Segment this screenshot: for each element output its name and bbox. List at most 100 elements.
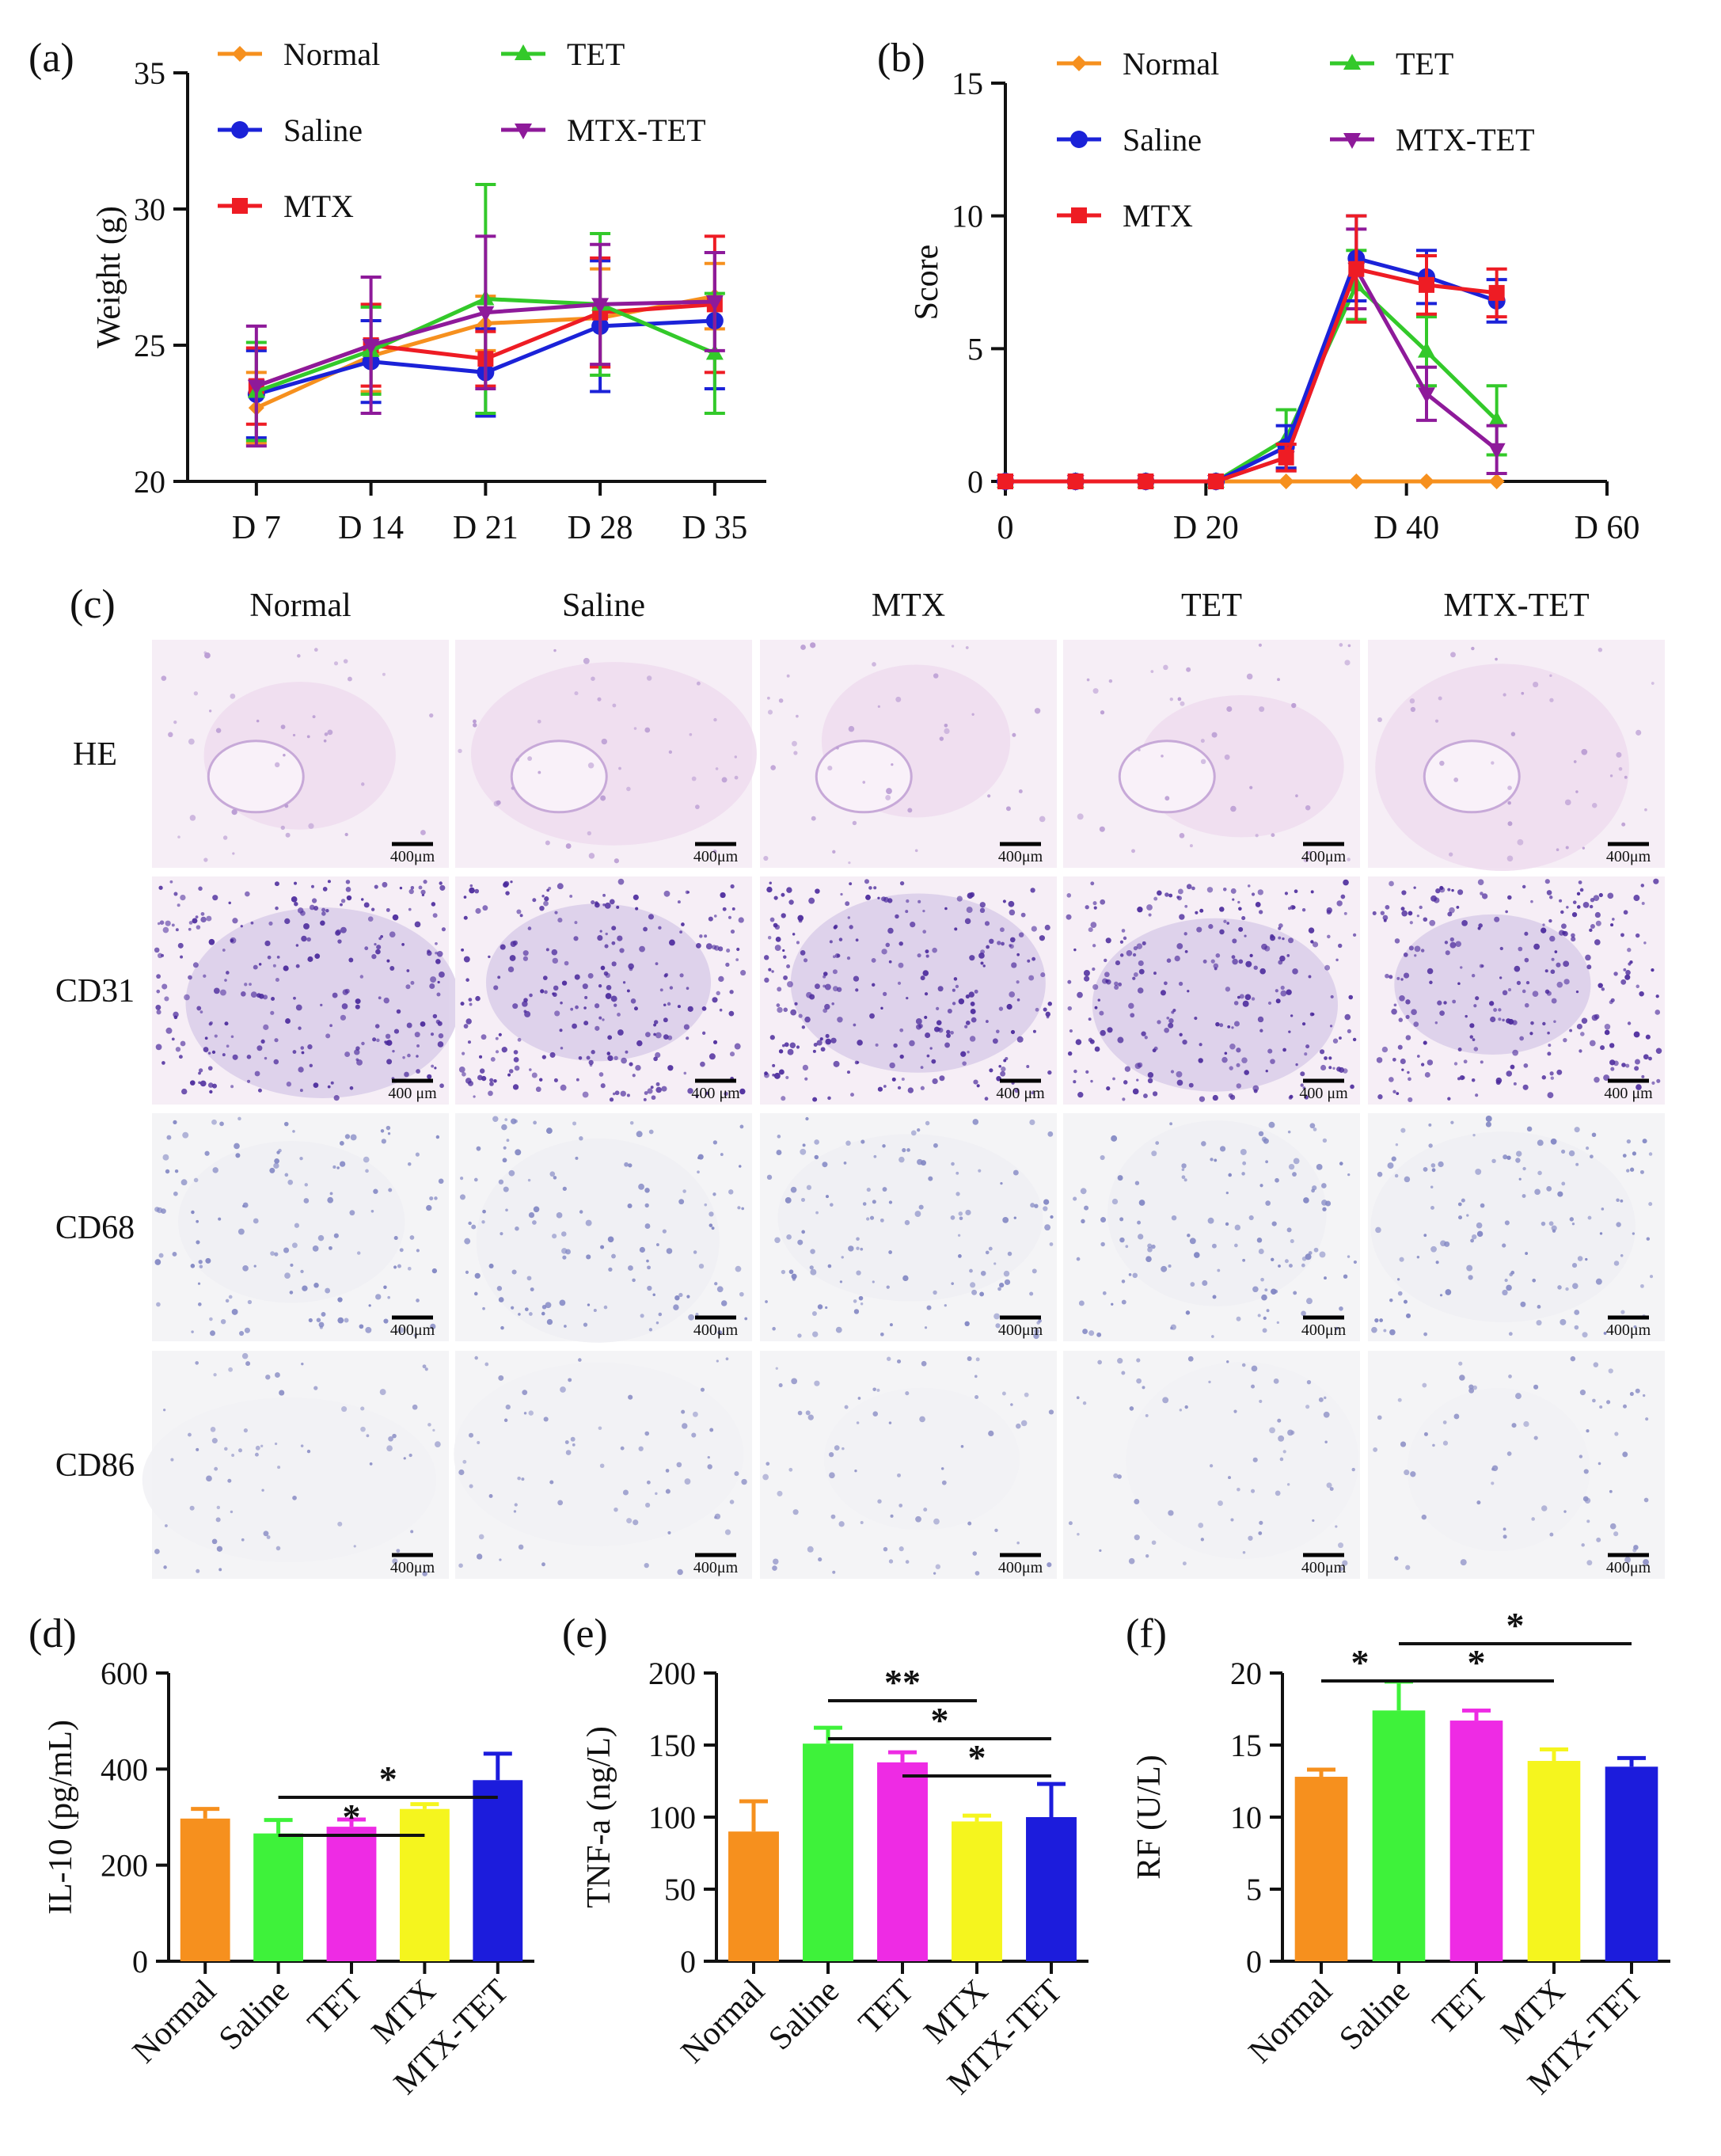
bar-saline (1372, 1710, 1426, 1961)
cell-nucleus (1258, 1249, 1264, 1254)
cell-nucleus (1002, 1216, 1009, 1223)
cell-nucleus (1593, 1362, 1599, 1367)
marker-mtx (1278, 449, 1294, 466)
cell-nucleus (1274, 1289, 1278, 1294)
cell-nucleus (888, 960, 892, 964)
cell-nucleus (1123, 1080, 1128, 1085)
cell-nucleus (493, 985, 499, 991)
cell-nucleus (154, 1549, 160, 1554)
cell-nucleus (1176, 1070, 1183, 1078)
cell-nucleus (560, 1001, 563, 1005)
cell-nucleus (638, 1183, 644, 1190)
cell-nucleus (1179, 914, 1185, 920)
cell-nucleus (917, 953, 921, 958)
cell-nucleus (1138, 748, 1141, 752)
cell-nucleus (1523, 1063, 1529, 1068)
cell-nucleus (207, 1082, 214, 1088)
cell-nucleus (897, 1473, 901, 1477)
cell-nucleus (1018, 932, 1024, 937)
cell-nucleus (1132, 953, 1137, 957)
cell-nucleus (853, 975, 860, 982)
cell-nucleus (1228, 1173, 1233, 1177)
cell-nucleus (1644, 808, 1647, 812)
histology-image: 400μm (1368, 1113, 1665, 1341)
cell-nucleus (783, 1007, 788, 1013)
cell-nucleus (860, 1139, 865, 1144)
cell-nucleus (549, 1171, 556, 1177)
cell-nucleus (1229, 1043, 1236, 1050)
cell-nucleus (1393, 1003, 1397, 1007)
cell-nucleus (1169, 1122, 1173, 1126)
cell-nucleus (857, 1040, 863, 1046)
cell-nucleus (872, 983, 876, 987)
cell-nucleus (1009, 944, 1014, 949)
cell-nucleus (1040, 972, 1046, 978)
cell-nucleus (502, 1158, 507, 1163)
cell-nucleus (1245, 960, 1252, 968)
cell-nucleus (629, 1062, 633, 1067)
cell-nucleus (583, 1006, 587, 1010)
cell-nucleus (674, 1295, 680, 1301)
cell-nucleus (1522, 1166, 1526, 1171)
cell-nucleus (1073, 1196, 1077, 1201)
cell-nucleus (773, 922, 778, 928)
cell-nucleus (157, 1207, 163, 1214)
cell-nucleus (711, 1226, 715, 1230)
column-header: Saline (562, 587, 645, 624)
cell-nucleus (1493, 1008, 1498, 1012)
cell-nucleus (1161, 1265, 1168, 1272)
cell-nucleus (788, 1467, 793, 1472)
marker-mtx (1138, 473, 1154, 489)
cell-nucleus (253, 964, 258, 970)
cell-nucleus (1405, 1565, 1411, 1570)
cell-nucleus (244, 983, 248, 987)
cell-nucleus (295, 1004, 302, 1011)
cell-nucleus (969, 892, 975, 898)
cell-nucleus (458, 1563, 463, 1569)
cell-nucleus (1579, 1049, 1582, 1053)
cell-nucleus (773, 895, 778, 900)
cell-nucleus (284, 918, 291, 925)
cell-nucleus (764, 977, 769, 983)
cell-nucleus (720, 892, 726, 899)
cell-nucleus (1468, 1387, 1475, 1394)
cell-nucleus (292, 1050, 297, 1054)
x-tick-label: D 60 (1575, 510, 1640, 546)
cell-nucleus (1399, 994, 1405, 1002)
cell-nucleus (1394, 938, 1400, 944)
histology-image: 400 μm (1368, 876, 1665, 1105)
cell-nucleus (929, 1047, 933, 1050)
cell-nucleus (512, 1003, 519, 1010)
cell-nucleus (468, 998, 473, 1002)
cell-nucleus (222, 1053, 226, 1057)
legend-label: Normal (283, 36, 380, 72)
y-tick-label: 150 (648, 1728, 696, 1763)
cell-nucleus (1170, 1070, 1175, 1074)
cell-nucleus (1231, 955, 1236, 960)
cell-nucleus (218, 1217, 222, 1221)
cell-nucleus (1550, 969, 1556, 975)
cell-nucleus (788, 899, 794, 905)
cell-nucleus (639, 1246, 645, 1253)
cell-nucleus (959, 1216, 963, 1221)
cell-nucleus (1353, 1260, 1358, 1264)
cell-nucleus (946, 1029, 951, 1034)
cell-nucleus (243, 1428, 248, 1433)
cell-nucleus (644, 1223, 651, 1229)
cell-nucleus (1301, 1310, 1306, 1317)
cell-nucleus (481, 1034, 487, 1040)
cell-nucleus (974, 1571, 980, 1576)
histology-image: 400μm (1063, 1113, 1360, 1341)
cell-nucleus (629, 1120, 634, 1125)
cell-nucleus (246, 1079, 251, 1083)
histology-image: 400μm (1368, 1351, 1665, 1579)
cell-nucleus (1230, 1518, 1234, 1522)
cell-nucleus (1439, 1294, 1443, 1297)
cell-nucleus (361, 782, 365, 786)
cell-nucleus (1339, 1566, 1343, 1572)
cell-nucleus (161, 675, 167, 681)
cell-nucleus (1508, 1018, 1514, 1025)
cell-nucleus (505, 1208, 508, 1212)
cell-nucleus (832, 955, 836, 959)
cell-nucleus (155, 1044, 162, 1051)
